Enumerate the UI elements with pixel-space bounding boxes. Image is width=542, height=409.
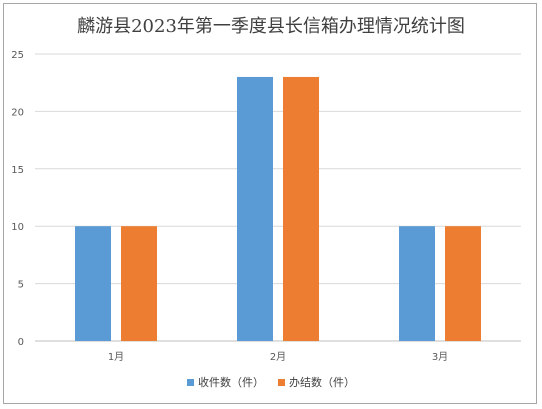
bar-completed <box>121 226 157 341</box>
y-tick-label: 15 <box>11 165 24 176</box>
legend: 收件数（件） 办结数（件） <box>0 374 542 390</box>
legend-label-completed: 办结数（件） <box>289 376 355 389</box>
legend-item-completed: 办结数（件） <box>278 374 355 390</box>
legend-swatch-completed <box>278 378 285 386</box>
chart-title: 麟游县2023年第一季度县长信箱办理情况统计图 <box>77 16 465 37</box>
legend-label-received: 收件数（件） <box>198 376 264 389</box>
bar-completed <box>445 226 481 341</box>
bar-received <box>75 226 111 341</box>
legend-swatch-received <box>187 378 194 386</box>
y-tick-label: 25 <box>11 50 24 61</box>
y-tick-label: 10 <box>11 222 24 233</box>
legend-item-received: 收件数（件） <box>187 374 264 390</box>
y-tick-label: 5 <box>18 280 24 291</box>
x-tick-label: 1月 <box>108 351 124 363</box>
x-tick-label: 3月 <box>432 351 448 363</box>
bar-completed <box>283 76 319 342</box>
bar-received <box>399 226 435 341</box>
x-tick-label: 2月 <box>270 351 286 363</box>
y-tick-label: 20 <box>11 107 24 118</box>
y-tick-label: 0 <box>18 337 24 348</box>
bar-received <box>237 76 273 342</box>
